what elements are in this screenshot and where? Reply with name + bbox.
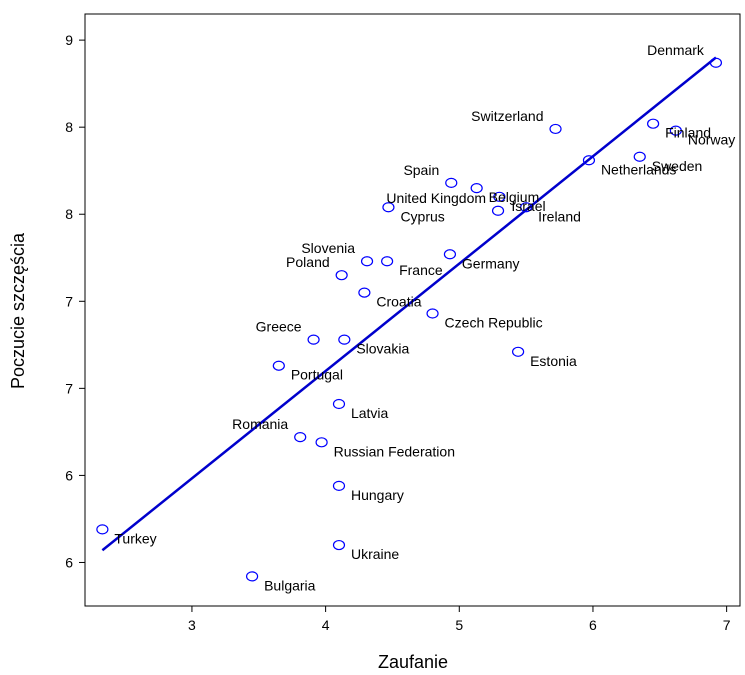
regression-line — [101, 56, 717, 552]
point-label: Latvia — [351, 405, 389, 421]
point-label: Belgium — [489, 189, 540, 205]
x-axis-title: Zaufanie — [378, 652, 448, 672]
x-tick-label: 5 — [455, 617, 463, 633]
data-point — [709, 57, 723, 68]
plot-frame — [84, 13, 741, 607]
point-label: Switzerland — [471, 108, 543, 124]
data-point — [332, 539, 346, 551]
data-point — [445, 177, 458, 188]
data-point — [426, 308, 439, 319]
data-point — [360, 256, 374, 267]
data-point — [272, 360, 285, 371]
y-axis-title: Poczucie szczęścia — [8, 232, 28, 389]
point-label: Finland — [665, 125, 711, 141]
data-point — [443, 249, 457, 260]
point-label: United Kingdom — [386, 190, 486, 206]
data-point — [315, 437, 328, 448]
data-points — [96, 57, 723, 582]
point-label: Ireland — [538, 208, 581, 224]
point-label: Bulgaria — [264, 577, 316, 593]
point-label: France — [399, 262, 443, 278]
data-point — [307, 334, 320, 345]
point-label: Romania — [232, 416, 288, 432]
data-point — [382, 202, 395, 213]
data-point — [96, 524, 109, 535]
data-point — [493, 191, 506, 202]
y-tick-label: 8 — [65, 206, 73, 222]
x-tick-label: 4 — [322, 617, 330, 633]
y-tick-label: 7 — [65, 293, 73, 309]
data-point — [335, 270, 348, 281]
point-label: Hungary — [351, 487, 404, 503]
point-label: Portugal — [291, 367, 343, 383]
data-point — [338, 334, 351, 345]
point-label: Czech Republic — [445, 314, 543, 330]
point-label: Poland — [286, 254, 330, 270]
point-label: Cyprus — [400, 208, 444, 224]
data-point — [512, 346, 525, 357]
point-label: Ukraine — [351, 546, 399, 562]
data-point — [245, 571, 259, 582]
point-label: Netherlands — [601, 161, 677, 177]
point-label: Israel — [511, 198, 545, 214]
data-point — [491, 205, 505, 216]
data-point — [470, 183, 483, 194]
data-point — [647, 118, 660, 129]
data-point — [520, 202, 533, 213]
point-label: Slovakia — [356, 341, 409, 357]
y-tick-label: 6 — [65, 467, 73, 483]
x-tick-label: 7 — [723, 617, 731, 633]
data-point — [549, 123, 562, 135]
point-label: Norway — [688, 132, 735, 148]
x-axis: 3 4 5 6 7 — [188, 606, 731, 633]
data-point — [669, 125, 682, 136]
y-tick-label: 6 — [65, 554, 73, 570]
point-label: Denmark — [647, 42, 705, 58]
data-point — [332, 480, 346, 491]
point-label: Croatia — [376, 294, 421, 310]
data-point — [633, 151, 646, 162]
point-label: Germany — [462, 255, 520, 271]
y-tick-label: 9 — [65, 32, 73, 48]
data-point — [381, 256, 394, 267]
data-point — [582, 155, 596, 166]
point-label: Estonia — [530, 353, 577, 369]
point-label: Sweden — [652, 158, 703, 174]
x-tick-label: 3 — [188, 617, 196, 633]
y-tick-label: 7 — [65, 380, 73, 396]
point-label: Turkey — [114, 530, 156, 546]
point-label: Greece — [256, 319, 302, 335]
point-label: Slovenia — [301, 240, 355, 256]
y-axis: 6 6 7 7 8 8 9 — [65, 32, 85, 570]
x-tick-label: 6 — [589, 617, 597, 633]
data-point — [358, 287, 371, 298]
point-label: Spain — [403, 162, 439, 178]
point-label: Russian Federation — [334, 443, 455, 459]
data-point — [332, 398, 346, 410]
y-tick-label: 8 — [65, 119, 73, 135]
data-point — [294, 432, 307, 443]
